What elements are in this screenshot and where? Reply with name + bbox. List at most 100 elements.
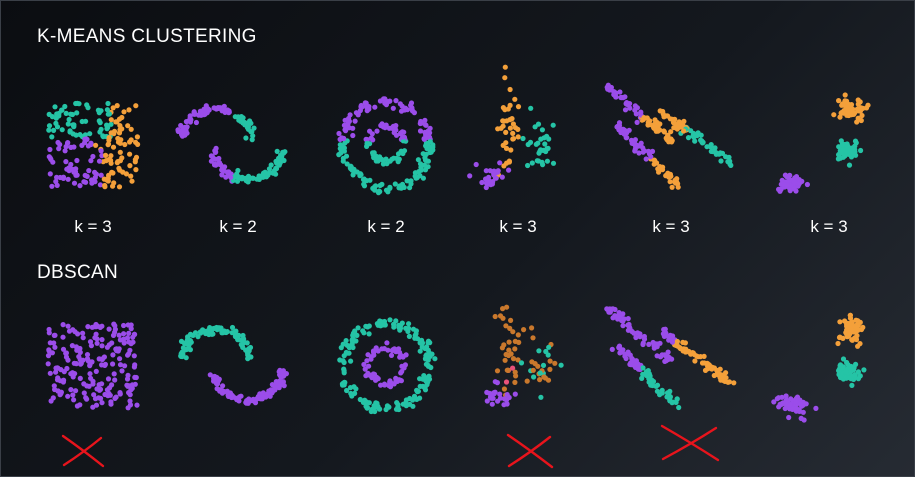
kmeans-point bbox=[510, 136, 517, 142]
dbscan-point bbox=[524, 378, 530, 384]
dbscan-point bbox=[338, 345, 344, 351]
dbscan-point bbox=[240, 344, 246, 350]
kmeans-point bbox=[616, 123, 622, 129]
dbscan-point bbox=[84, 383, 90, 389]
k-label-uniform-square: k = 3 bbox=[74, 217, 112, 236]
dbscan-point bbox=[60, 322, 66, 328]
kmeans-point bbox=[242, 175, 248, 181]
kmeans-point bbox=[863, 105, 870, 111]
dbscan-point bbox=[352, 328, 358, 334]
kmeans-point bbox=[83, 136, 89, 142]
dbscan-point bbox=[690, 350, 696, 356]
kmeans-point bbox=[93, 142, 99, 148]
dbscan-point bbox=[217, 387, 223, 393]
kmeans-point bbox=[103, 152, 109, 158]
kmeans-point bbox=[121, 109, 127, 115]
dbscan-point bbox=[504, 367, 510, 373]
kmeans-point bbox=[727, 161, 733, 167]
dbscan-point bbox=[425, 357, 431, 363]
failure-marks bbox=[61, 424, 720, 469]
kmeans-point bbox=[787, 172, 793, 178]
dbscan-point bbox=[355, 325, 361, 331]
dbscan-point bbox=[102, 361, 108, 367]
kmeans-point bbox=[364, 137, 370, 143]
dbscan-point bbox=[529, 325, 535, 331]
dbscan-point bbox=[87, 363, 93, 369]
dbscan-point bbox=[207, 372, 213, 378]
dbscan-point bbox=[793, 406, 799, 412]
dbscan-point bbox=[412, 335, 418, 341]
dbscan-point bbox=[419, 344, 425, 350]
kmeans-point bbox=[844, 103, 851, 109]
dbscan-point bbox=[368, 408, 374, 415]
kmeans-point bbox=[675, 184, 681, 190]
dbscan-point bbox=[627, 352, 633, 358]
dbscan-point bbox=[94, 336, 100, 342]
dbscan-point bbox=[236, 398, 242, 404]
kmeans-point bbox=[54, 174, 60, 180]
dbscan-point bbox=[180, 351, 186, 357]
kmeans-point bbox=[49, 183, 55, 189]
dbscan-point bbox=[633, 334, 639, 341]
kmeans-point bbox=[854, 119, 860, 125]
kmeans-point bbox=[673, 122, 679, 128]
kmeans-point bbox=[398, 108, 405, 114]
kmeans-point bbox=[341, 148, 347, 154]
kmeans-point bbox=[391, 130, 397, 136]
kmeans-point bbox=[681, 128, 687, 134]
failure-cross-parallel-stripes bbox=[660, 424, 720, 462]
kmeans-point bbox=[546, 136, 552, 142]
dbscan-point bbox=[240, 332, 246, 339]
kmeans-point bbox=[617, 89, 623, 95]
dbscan-point bbox=[627, 361, 633, 367]
dbscan-point bbox=[546, 344, 552, 350]
kmeans-point bbox=[370, 185, 376, 191]
dbscan-point bbox=[117, 362, 124, 368]
dbscan-point bbox=[55, 375, 61, 381]
dbscan-point bbox=[84, 396, 90, 402]
dbscan-point bbox=[264, 391, 270, 397]
dbscan-point bbox=[53, 369, 59, 375]
dbscan-point bbox=[130, 339, 136, 345]
dbscan-point bbox=[669, 339, 676, 345]
dbscan-point bbox=[398, 378, 404, 384]
dbscan-point bbox=[99, 400, 105, 406]
dbscan-point bbox=[701, 360, 707, 366]
dbscan-point bbox=[220, 330, 226, 336]
dbscan-point bbox=[393, 406, 400, 412]
dbscan-point bbox=[111, 371, 117, 377]
kmeans-point bbox=[634, 105, 641, 111]
dbscan-point bbox=[406, 333, 412, 339]
kmeans-point bbox=[105, 178, 111, 184]
dbscan-point bbox=[432, 356, 438, 362]
kmeans-point bbox=[605, 86, 611, 92]
dbscan-point bbox=[116, 346, 122, 352]
kmeans-point bbox=[92, 179, 98, 185]
kmeans-point bbox=[427, 149, 433, 156]
kmeans-point bbox=[67, 129, 73, 135]
dbscan-point bbox=[125, 405, 131, 411]
kmeans-point bbox=[648, 154, 654, 160]
kmeans-point bbox=[108, 121, 114, 127]
dbscan-point bbox=[654, 353, 660, 359]
kmeans-point bbox=[241, 119, 247, 126]
kmeans-point bbox=[512, 96, 518, 102]
dbscan-point bbox=[131, 331, 137, 337]
dbscan-point bbox=[720, 373, 727, 379]
dbscan-point bbox=[492, 389, 498, 395]
dbscan-point bbox=[92, 396, 99, 402]
kmeans-point bbox=[85, 105, 91, 111]
kmeans-point bbox=[412, 170, 418, 176]
dbscan-point bbox=[93, 368, 99, 374]
dbscan-point bbox=[417, 383, 423, 389]
kmeans-point bbox=[358, 102, 364, 109]
kmeans-point bbox=[129, 178, 135, 184]
kmeans-point bbox=[251, 125, 257, 131]
kmeans-point bbox=[103, 158, 109, 164]
kmeans-point bbox=[111, 180, 117, 186]
dbscan-point bbox=[639, 375, 645, 381]
kmeans-point bbox=[533, 141, 539, 147]
dbscan-point bbox=[492, 379, 498, 385]
dbscan-point bbox=[547, 366, 553, 372]
dbscan-point bbox=[239, 337, 245, 343]
